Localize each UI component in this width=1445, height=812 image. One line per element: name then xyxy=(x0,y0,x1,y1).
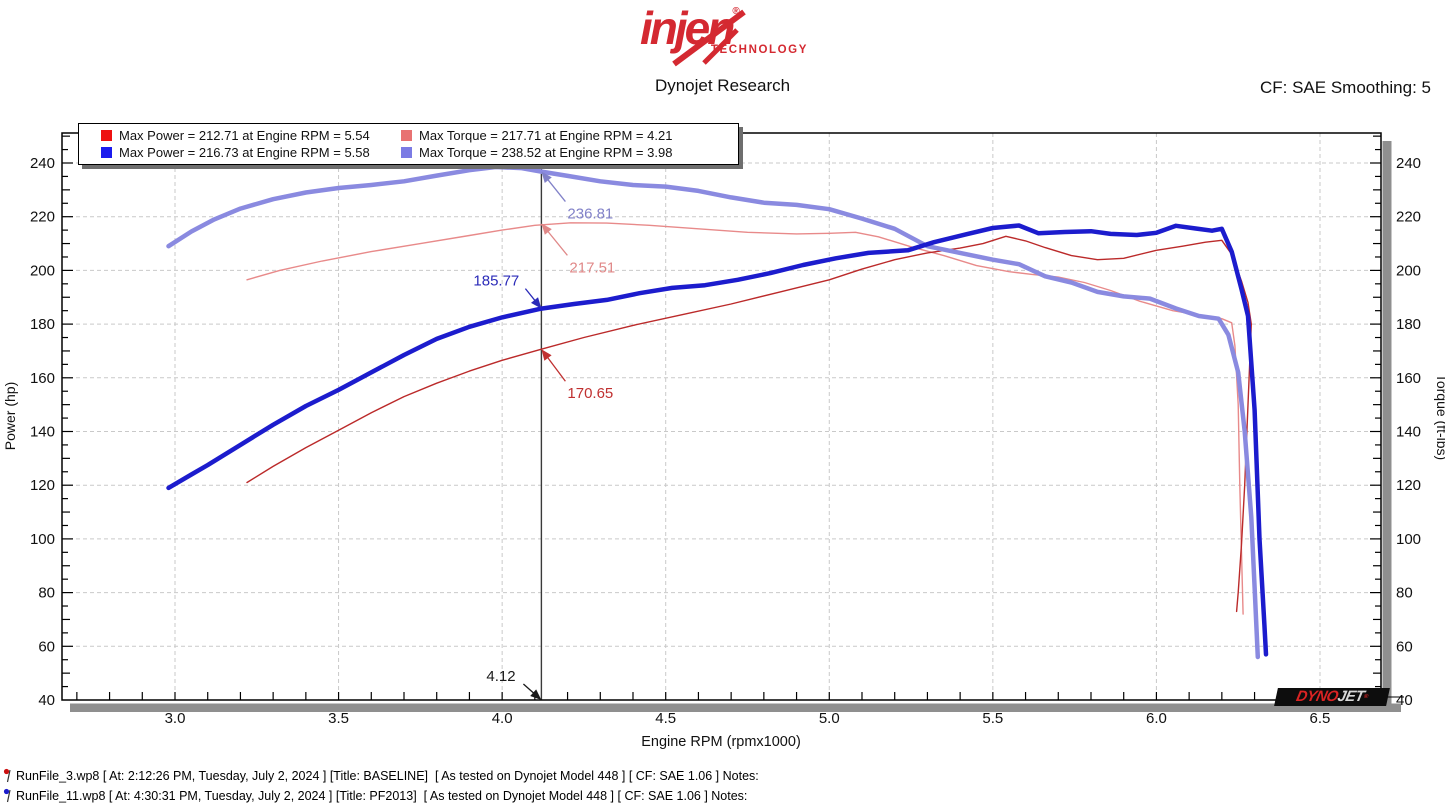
curve-power-new xyxy=(166,223,1269,657)
page-title: Dynojet Research xyxy=(654,76,791,95)
y-tick-label-right: 80 xyxy=(1396,585,1413,602)
legend-item: Max Torque = 217.71 at Engine RPM = 4.21 xyxy=(401,127,732,144)
y-tick-label-left: 120 xyxy=(30,477,55,494)
y-axis-title-left: Power (hp) xyxy=(2,382,18,450)
bottom-shadow-bar xyxy=(70,703,1401,712)
run-info-footer: RunFile_3.wp8 [ At: 2:12:26 PM, Tuesday,… xyxy=(3,766,759,806)
y-tick-label-left: 160 xyxy=(30,370,55,387)
annotation-236.81 xyxy=(541,171,566,202)
legend-swatch-periwinkle xyxy=(401,147,412,158)
y-tick-label-left: 100 xyxy=(30,531,55,548)
legend-item: Max Power = 212.71 at Engine RPM = 5.54 xyxy=(101,127,397,144)
plot-frame xyxy=(61,132,1382,701)
curves xyxy=(166,164,1269,660)
legend-swatch-blue xyxy=(101,147,112,158)
chart-legend: Max Power = 212.71 at Engine RPM = 5.54 … xyxy=(78,123,739,165)
y-tick-label-right: 140 xyxy=(1396,424,1421,441)
x-tick-label: 3.0 xyxy=(165,710,186,727)
legend-label: Max Torque = 238.52 at Engine RPM = 3.98 xyxy=(419,145,673,160)
annotation-label: 185.77 xyxy=(473,273,519,290)
y-tick-label-right: 120 xyxy=(1396,477,1421,494)
y-tick-label-left: 200 xyxy=(30,262,55,279)
run-file-row: RunFile_11.wp8 [ At: 4:30:31 PM, Tuesday… xyxy=(3,786,759,806)
x-tick-label: 4.0 xyxy=(492,710,513,727)
y-tick-label-left: 240 xyxy=(30,155,55,172)
y-tick-label-right: 240 xyxy=(1396,155,1421,172)
x-tick-label: 5.5 xyxy=(982,710,1003,727)
smoothing-label: CF: SAE Smoothing: 5 xyxy=(1259,78,1431,97)
x-axis-title: Engine RPM (rpmx1000) xyxy=(641,734,801,750)
annotation-label: 170.65 xyxy=(567,385,613,402)
y-tick-label-left: 180 xyxy=(30,316,55,333)
legend-item: Max Power = 216.73 at Engine RPM = 5.58 xyxy=(101,144,397,161)
legend-label: Max Power = 212.71 at Engine RPM = 5.54 xyxy=(119,128,370,143)
y-tick-label-right: 180 xyxy=(1396,316,1421,333)
legend-swatch-salmon xyxy=(401,130,412,141)
x-tick-label: 3.5 xyxy=(328,710,349,727)
gridlines xyxy=(62,133,1381,700)
annotation-185.77 xyxy=(524,288,542,309)
dynojet-logo: DYNO JET ® xyxy=(1274,688,1390,706)
curve-torque-new xyxy=(166,164,1261,660)
annotation-label: 236.81 xyxy=(567,206,613,223)
y-tick-label-left: 140 xyxy=(30,424,55,441)
y-tick-label-left: 60 xyxy=(38,638,55,655)
axis-ticks xyxy=(62,135,1381,700)
y-tick-label-left: 40 xyxy=(38,692,55,709)
right-shadow-bar xyxy=(1382,141,1392,712)
annotation-4.12 xyxy=(522,683,542,700)
curve-torque-baseline xyxy=(246,222,1244,615)
annotation-label: 217.51 xyxy=(569,259,615,276)
y-tick-label-left: 80 xyxy=(38,585,55,602)
y-tick-label-left: 220 xyxy=(30,209,55,226)
curve-power-baseline xyxy=(246,235,1253,613)
y-tick-label-right: 220 xyxy=(1396,209,1421,226)
y-tick-label-right: 60 xyxy=(1396,638,1413,655)
legend-swatch-red xyxy=(101,130,112,141)
y-tick-label-right: 200 xyxy=(1396,262,1421,279)
annotation-170.65 xyxy=(541,349,566,382)
run-flag-icon-red xyxy=(3,768,11,783)
run-file-text: RunFile_11.wp8 [ At: 4:30:31 PM, Tuesday… xyxy=(16,789,748,803)
y-tick-label-right: 160 xyxy=(1396,370,1421,387)
run-flag-icon-blue xyxy=(3,788,11,803)
x-tick-label: 6.5 xyxy=(1310,710,1331,727)
x-tick-label: 5.0 xyxy=(819,710,840,727)
dynojet-logo-jet: JET xyxy=(1336,688,1366,705)
run-file-row: RunFile_3.wp8 [ At: 2:12:26 PM, Tuesday,… xyxy=(3,766,759,786)
dynojet-logo-dyno: DYNO xyxy=(1294,688,1340,705)
legend-item: Max Torque = 238.52 at Engine RPM = 3.98 xyxy=(401,144,732,161)
y-tick-label-right: 40 xyxy=(1396,692,1413,709)
run-file-text: RunFile_3.wp8 [ At: 2:12:26 PM, Tuesday,… xyxy=(16,769,759,783)
y-axis-title-right: Torque (ft-lbs) xyxy=(1434,374,1445,460)
x-tick-label: 4.5 xyxy=(655,710,676,727)
annotation-label: 4.12 xyxy=(486,668,515,685)
legend-label: Max Torque = 217.71 at Engine RPM = 4.21 xyxy=(419,128,673,143)
x-tick-label: 6.0 xyxy=(1146,710,1167,727)
y-tick-label-right: 100 xyxy=(1396,531,1421,548)
annotation-217.51 xyxy=(541,223,568,256)
legend-label: Max Power = 216.73 at Engine RPM = 5.58 xyxy=(119,145,370,160)
